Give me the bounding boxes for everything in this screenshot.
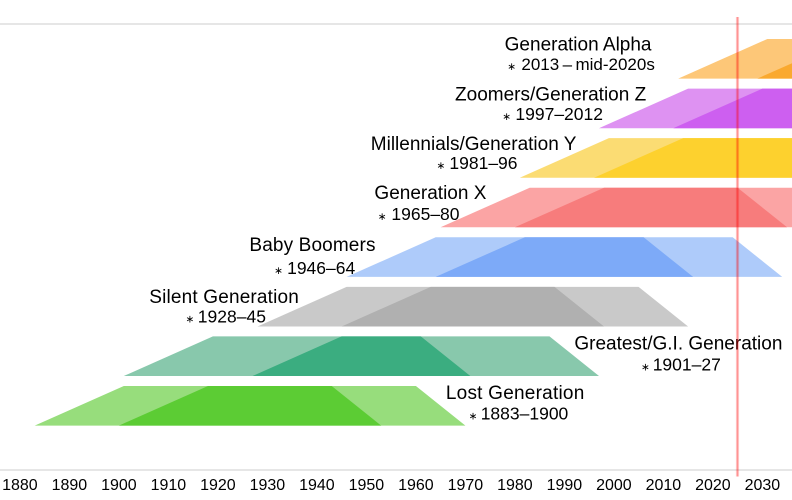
svg-text:Generation Alpha: Generation Alpha — [505, 35, 652, 56]
svg-text:∗: ∗ — [641, 362, 650, 374]
svg-text:1920: 1920 — [200, 477, 236, 494]
svg-text:1883–1900: 1883–1900 — [481, 403, 569, 423]
svg-text:1970: 1970 — [448, 477, 484, 494]
svg-text:1900: 1900 — [101, 477, 137, 494]
svg-text:1930: 1930 — [250, 477, 286, 494]
svg-text:1960: 1960 — [398, 477, 434, 494]
svg-text:Lost Generation: Lost Generation — [446, 383, 585, 404]
svg-text:∗: ∗ — [186, 314, 195, 326]
svg-text:Millennials/Generation Y: Millennials/Generation Y — [371, 134, 577, 155]
svg-text:∗: ∗ — [469, 410, 478, 422]
svg-text:1890: 1890 — [52, 477, 88, 494]
svg-text:1880: 1880 — [2, 477, 38, 494]
svg-text:1910: 1910 — [151, 477, 187, 494]
svg-text:∗: ∗ — [502, 111, 511, 123]
svg-text:1928–45: 1928–45 — [198, 307, 266, 327]
svg-text:1901–27: 1901–27 — [653, 355, 721, 375]
svg-text:1950: 1950 — [349, 477, 385, 494]
svg-text:1990: 1990 — [547, 477, 583, 494]
svg-text:∗: ∗ — [437, 160, 446, 172]
svg-text:1981–96: 1981–96 — [449, 153, 517, 173]
svg-text:1997–2012: 1997–2012 — [515, 104, 603, 124]
svg-text:2030: 2030 — [745, 477, 781, 494]
svg-text:2020: 2020 — [695, 477, 731, 494]
svg-text:Greatest/G.I. Generation: Greatest/G.I. Generation — [574, 333, 782, 354]
svg-text:Baby Boomers: Baby Boomers — [249, 235, 375, 256]
svg-text:1946–64: 1946–64 — [287, 258, 355, 278]
svg-text:1940: 1940 — [299, 477, 335, 494]
svg-text:∗: ∗ — [378, 211, 387, 223]
svg-text:Generation X: Generation X — [374, 183, 486, 204]
svg-text:2000: 2000 — [596, 477, 632, 494]
svg-text:Silent Generation: Silent Generation — [149, 287, 299, 308]
svg-text:∗: ∗ — [274, 265, 283, 277]
svg-text:1965–80: 1965–80 — [391, 204, 459, 224]
svg-text:1980: 1980 — [497, 477, 533, 494]
svg-text:2010: 2010 — [646, 477, 682, 494]
svg-text:Zoomers/Generation Z: Zoomers/Generation Z — [455, 85, 647, 106]
svg-text:∗: ∗ — [507, 61, 516, 73]
svg-text:2013 – mid-2020s: 2013 – mid-2020s — [521, 55, 654, 74]
